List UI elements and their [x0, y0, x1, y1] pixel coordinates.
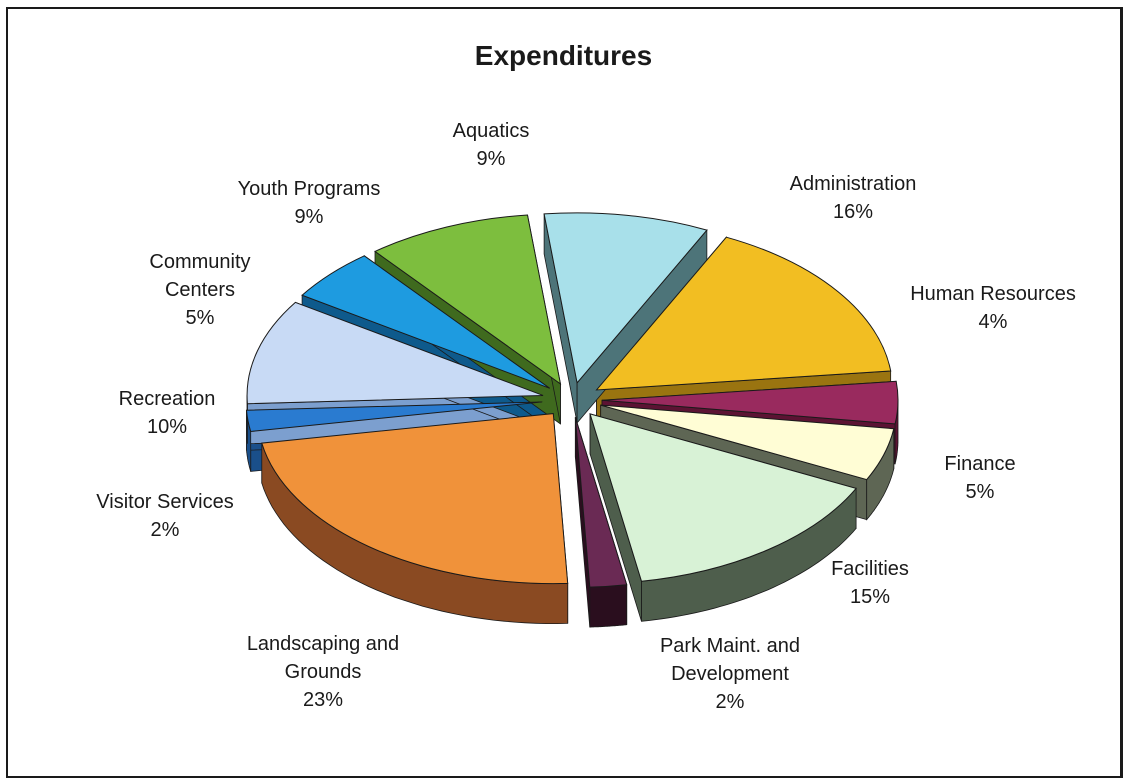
slice-name: Finance [944, 453, 1015, 475]
slice-name: Recreation [119, 388, 216, 410]
slice-name: Human Resources [910, 283, 1076, 305]
slice-name: Centers [165, 279, 235, 301]
slice-percent: 5% [186, 307, 215, 329]
chart-frame [6, 7, 1123, 778]
slice-percent: 4% [979, 311, 1008, 333]
slice-name: Aquatics [453, 120, 530, 142]
slice-label-park-maint-and-development: Park Maint. and Development 2% [660, 635, 800, 713]
slice-name: Park Maint. and [660, 635, 800, 657]
slice-percent: 2% [716, 691, 745, 713]
slice-name: Development [671, 663, 789, 685]
slice-recreation [246, 301, 544, 405]
slice-label-facilities: Facilities 15% [831, 558, 909, 608]
slice-percent: 9% [477, 148, 506, 170]
slice-landscaping-and-grounds [261, 413, 569, 585]
slice-administration [595, 236, 892, 391]
slice-percent: 23% [303, 689, 343, 711]
slice-percent: 9% [295, 206, 324, 228]
slice-name: Grounds [285, 661, 362, 683]
slice-name: Facilities [831, 558, 909, 580]
slice-youth-programs [374, 214, 562, 386]
slice-labels: Administration 16% Human Resources 4% Financ… [96, 120, 1076, 713]
slice-community-centers [301, 255, 551, 389]
slice-label-human-resources: Human Resources 4% [910, 283, 1076, 333]
slice-finance [600, 404, 895, 481]
slice-park-maint-and-development [574, 417, 628, 588]
slice-percent: 10% [147, 416, 187, 438]
slice-percent: 15% [850, 586, 890, 608]
slice-name: Visitor Services [96, 491, 233, 513]
slice-label-recreation: Recreation 10% [119, 388, 216, 438]
slice-label-finance: Finance 5% [944, 453, 1015, 503]
slice-facilities [589, 413, 857, 582]
slice-name: Youth Programs [238, 178, 381, 200]
slice-percent: 5% [966, 481, 995, 503]
slice-label-administration: Administration 16% [790, 173, 917, 223]
slice-outer-walls [246, 395, 899, 628]
slice-aquatics [543, 212, 708, 384]
slice-human-resources [601, 380, 899, 425]
slice-name: Administration [790, 173, 917, 195]
slice-label-landscaping-and-grounds: Landscaping and Grounds 23% [247, 633, 399, 711]
slice-percent: 16% [833, 201, 873, 223]
chart-title: Expenditures [474, 40, 653, 71]
slice-label-community-centers: Community Centers 5% [149, 251, 250, 329]
slice-name: Landscaping and [247, 633, 399, 655]
slice-percent: 2% [151, 519, 180, 541]
slice-name: Community [149, 251, 250, 273]
slice-visitor-services [245, 401, 543, 433]
slice-label-youth-programs: Youth Programs 9% [238, 178, 381, 228]
slice-label-aquatics: Aquatics 9% [453, 120, 530, 170]
slice-outer-wall-4-0 [589, 584, 628, 628]
slice-tops [245, 212, 899, 588]
slice-label-visitor-services: Visitor Services 2% [96, 491, 233, 541]
